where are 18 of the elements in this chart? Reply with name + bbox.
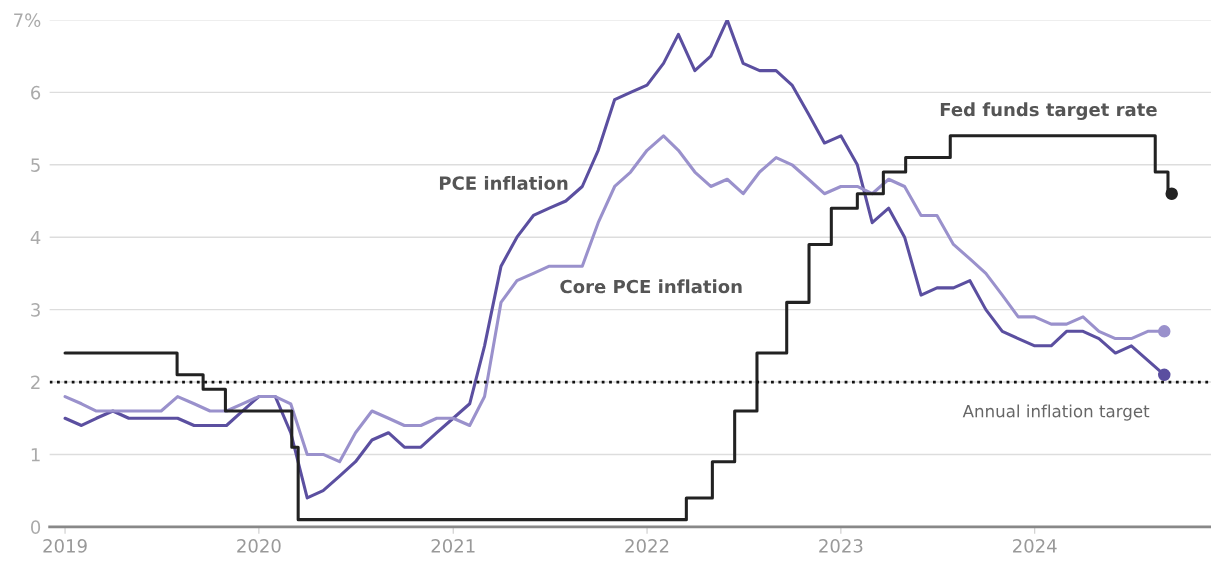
y-tick-label: 2 [31, 375, 40, 389]
series-label: Fed funds target rate [940, 102, 1157, 120]
y-tick-label: 6 [31, 85, 41, 100]
x-tick-label: 2020 [237, 539, 281, 553]
series-label: PCE inflation [439, 175, 568, 190]
x-tick-label: 2024 [1013, 539, 1057, 553]
y-tick-label: 3 [31, 303, 40, 317]
series-label: Core PCE inflation [560, 279, 742, 294]
x-tick-label: 2019 [43, 539, 87, 553]
ref-line-label: Annual inflation target [962, 404, 1150, 421]
y-tick-label: 1 [31, 448, 40, 462]
y-tick-label: 4 [30, 230, 41, 245]
x-tick-label: 2021 [431, 539, 475, 553]
x-tick-label: 2023 [819, 539, 863, 553]
y-tick-label: 7% [14, 13, 41, 28]
y-tick-label: 5 [31, 158, 40, 172]
x-tick-label: 2022 [625, 539, 669, 553]
y-tick-label: 0 [31, 520, 41, 535]
